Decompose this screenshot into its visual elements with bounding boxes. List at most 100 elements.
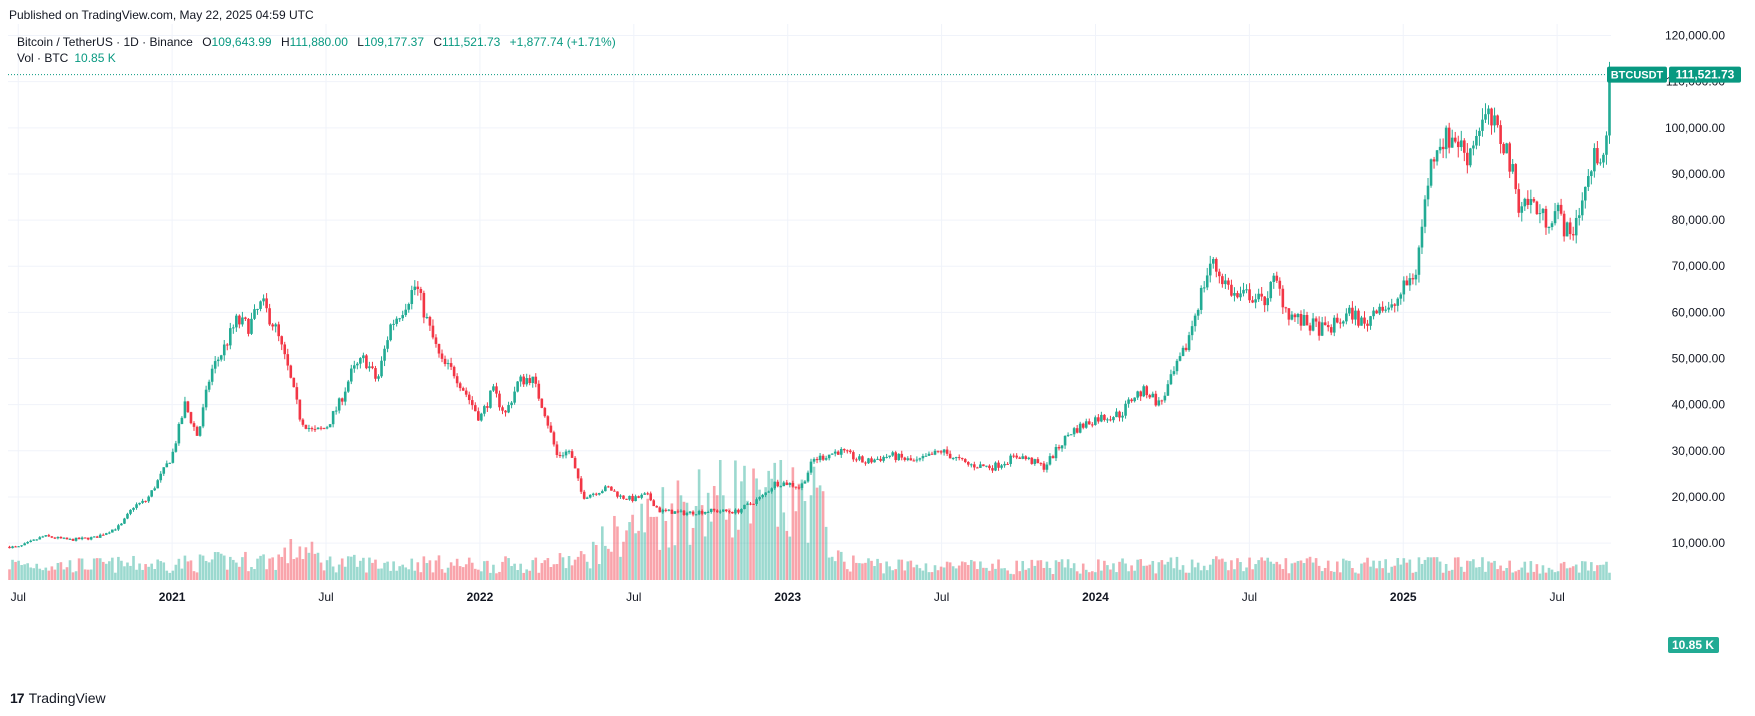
- candle-body: [195, 426, 199, 436]
- candle-body: [1094, 417, 1097, 425]
- candle-body: [504, 410, 507, 413]
- last-price-badge: [1669, 66, 1741, 83]
- candle-body: [53, 537, 57, 539]
- volume-bar: [313, 553, 317, 580]
- candle-body: [80, 537, 84, 540]
- volume-bar: [1266, 557, 1270, 580]
- volume-bar: [582, 554, 586, 580]
- volume-bar: [1366, 557, 1369, 580]
- candle-body: [573, 457, 577, 469]
- volume-bar: [123, 566, 126, 580]
- time-tick-label: Jul: [11, 590, 26, 604]
- volume-bar: [555, 564, 559, 580]
- time-tick-label: 2025: [1390, 590, 1417, 604]
- candle-body: [356, 363, 359, 366]
- volume-bar: [1487, 561, 1490, 580]
- candle-body: [1021, 456, 1025, 459]
- volume-bar: [1054, 560, 1058, 580]
- volume-bar: [283, 547, 287, 580]
- volume-bar: [594, 544, 598, 580]
- volume-bar: [477, 569, 480, 580]
- volume-bar: [788, 536, 792, 580]
- volume-bar: [1453, 557, 1457, 580]
- candle-body: [380, 360, 383, 377]
- volume-bar: [1066, 559, 1070, 580]
- volume-bar: [743, 465, 746, 580]
- candle-body: [670, 509, 674, 514]
- volume-bar: [44, 567, 48, 580]
- candle-body: [963, 459, 967, 462]
- candle-body: [1121, 415, 1124, 418]
- volume-bar: [1466, 560, 1469, 580]
- candle-body: [1163, 395, 1167, 401]
- volume-bar: [1130, 565, 1133, 580]
- candle-body: [1538, 213, 1542, 215]
- candle-body: [1435, 150, 1439, 162]
- volume-bar: [1139, 559, 1142, 580]
- candle-body: [1381, 306, 1384, 311]
- volume-bar: [216, 552, 220, 580]
- volume-bar: [1075, 571, 1079, 580]
- volume-bar: [737, 529, 740, 580]
- volume-bar: [610, 551, 613, 580]
- volume-bar: [359, 560, 362, 580]
- volume-bar: [1432, 557, 1436, 580]
- candle-body: [340, 398, 344, 402]
- candle-body: [256, 308, 259, 310]
- candle-body: [752, 503, 755, 505]
- volume-bar: [292, 559, 296, 580]
- volume-bar: [259, 555, 262, 580]
- candle-body: [1106, 419, 1109, 421]
- candle-body: [238, 315, 241, 325]
- volume-bar: [1532, 571, 1536, 580]
- volume-bar: [207, 562, 211, 580]
- candle-body: [1251, 300, 1254, 303]
- candle-body: [1335, 317, 1339, 323]
- candle-body: [737, 509, 740, 513]
- price-chart[interactable]: 120,000.00110,000.00100,000.0090,000.008…: [0, 24, 1755, 679]
- volume-bar: [549, 566, 553, 580]
- volume-bar: [1535, 564, 1539, 580]
- candle-body: [1463, 140, 1466, 153]
- symbol-title[interactable]: Bitcoin / TetherUS · 1D · Binance: [17, 35, 193, 49]
- volume-bar: [1599, 564, 1602, 580]
- candle-body: [640, 494, 643, 498]
- volume-bar: [1230, 560, 1233, 580]
- candle-body: [216, 359, 220, 362]
- candle-body: [567, 451, 571, 453]
- volume-bar: [1018, 571, 1022, 580]
- volume-bar: [325, 560, 329, 580]
- volume-bar: [162, 562, 166, 580]
- volume-title[interactable]: Vol · BTC: [17, 51, 69, 65]
- candle-body: [1045, 464, 1049, 470]
- volume-bar: [637, 530, 640, 580]
- candle-body: [138, 502, 141, 505]
- candle-body: [516, 381, 519, 392]
- candle-body: [1084, 421, 1088, 428]
- volume-bar: [29, 567, 32, 580]
- candle-body: [177, 423, 181, 444]
- candle-body: [1139, 391, 1142, 397]
- footer-branding[interactable]: 17 TradingView: [10, 690, 106, 706]
- volume-bar: [1012, 574, 1015, 580]
- chart-area[interactable]: 120,000.00110,000.00100,000.0090,000.008…: [0, 24, 1755, 679]
- candle-body: [1242, 289, 1245, 294]
- volume-bar: [1097, 559, 1100, 580]
- candle-body: [767, 491, 770, 493]
- volume-bar: [1583, 561, 1587, 580]
- volume-bar: [1145, 565, 1149, 580]
- candle-body: [997, 462, 1000, 468]
- candle-body: [207, 381, 211, 390]
- volume-bar: [498, 571, 501, 580]
- candle-body: [389, 324, 392, 341]
- volume-bar: [1015, 560, 1018, 580]
- candle-body: [1133, 397, 1136, 402]
- volume-bar: [153, 568, 156, 580]
- candle-body: [201, 407, 205, 427]
- volume-bar: [912, 567, 916, 580]
- candle-body: [1172, 371, 1176, 375]
- candle-body: [1447, 127, 1451, 148]
- candle-body: [1574, 217, 1578, 236]
- candle-body: [1390, 304, 1394, 308]
- candle-body: [1396, 298, 1400, 306]
